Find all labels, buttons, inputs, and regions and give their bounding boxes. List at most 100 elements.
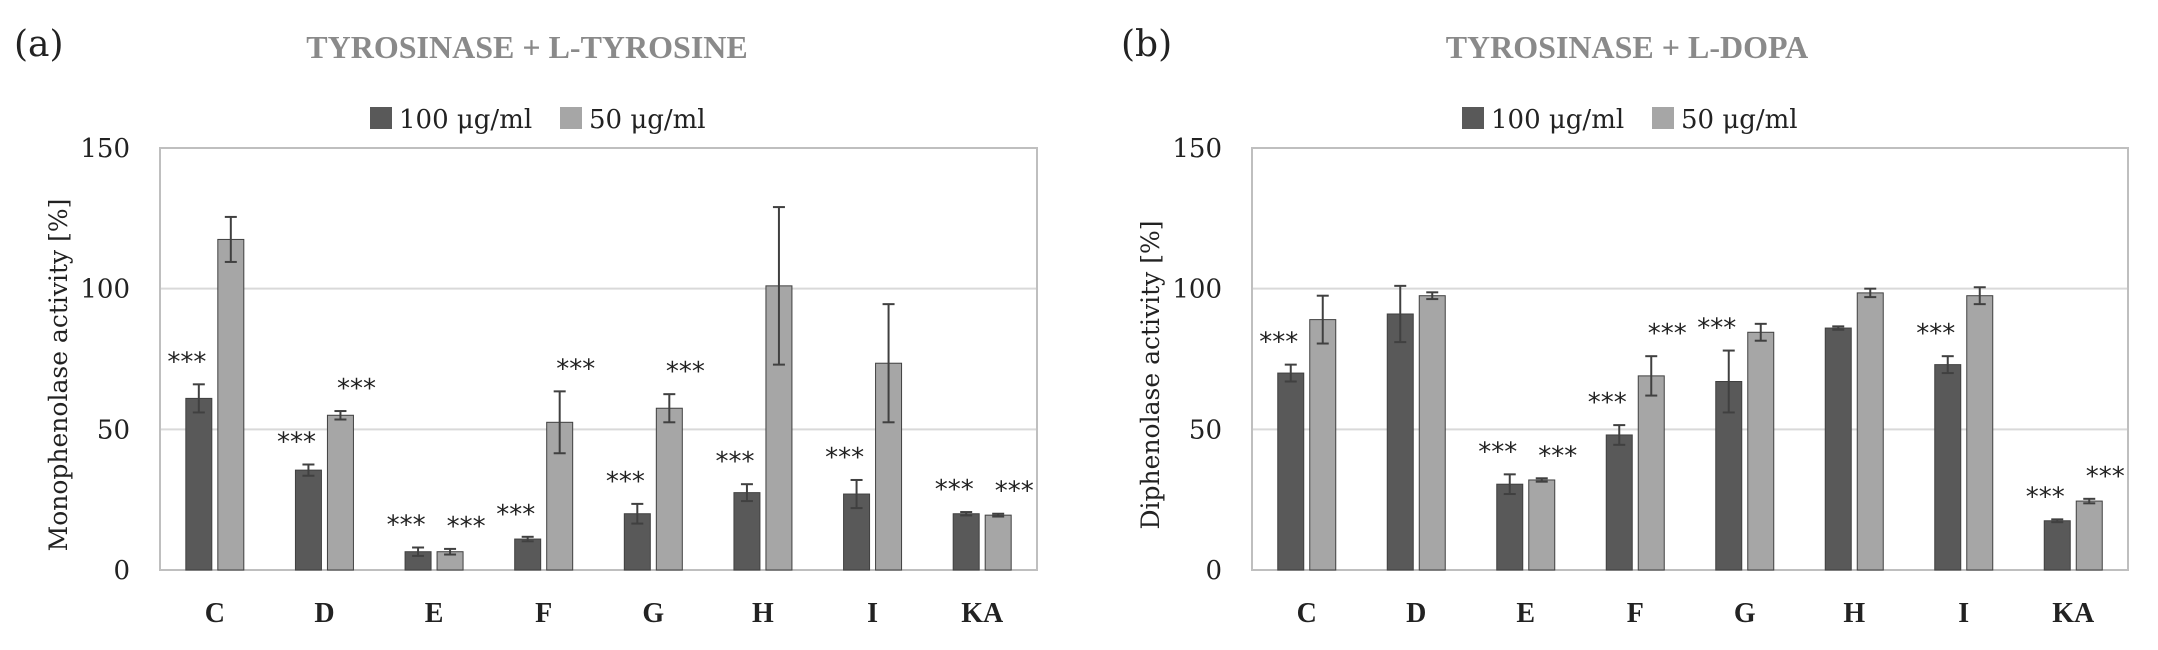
x-tick-label: G <box>642 598 664 629</box>
significance-marker: *** <box>1697 314 1736 344</box>
significance-marker: *** <box>1916 319 1955 349</box>
panel-letter: (b) <box>1121 24 1172 65</box>
legend-label-series2: 50 μg/ml <box>589 105 706 135</box>
legend: 100 μg/ml 50 μg/ml <box>370 105 706 135</box>
significance-marker: *** <box>1588 388 1627 418</box>
bar-series1 <box>623 513 651 571</box>
bar-series1 <box>2043 520 2071 571</box>
bar-series1 <box>952 513 980 571</box>
chart-title: TYROSINASE + L-DOPA <box>1446 29 1809 65</box>
significance-marker: *** <box>496 500 535 530</box>
legend: 100 μg/ml 50 μg/ml <box>1462 105 1798 135</box>
x-tick-label: KA <box>961 598 1004 629</box>
grid <box>159 147 1038 571</box>
bar-series1 <box>1824 327 1852 571</box>
bar-series2 <box>1747 331 1775 571</box>
bar-series2 <box>984 514 1012 571</box>
legend-swatch-series1 <box>370 107 392 129</box>
x-tick-label: KA <box>2052 598 2095 629</box>
plot-frame <box>1251 147 2129 571</box>
bar-series1 <box>1496 483 1524 571</box>
bars: *** *** *** *** *** *** *** *** *** *** *** *** *** <box>167 206 1034 571</box>
bar-series2 <box>1637 375 1665 571</box>
x-tick-label: H <box>1843 598 1865 629</box>
bar-series2 <box>655 407 683 571</box>
significance-marker: *** <box>2086 462 2125 492</box>
panel-letter: (a) <box>14 24 64 65</box>
significance-marker: *** <box>2026 482 2065 512</box>
x-tick-label: F <box>1627 598 1644 629</box>
legend-label-series1: 100 μg/ml <box>399 105 532 135</box>
y-tick-label: 150 <box>80 134 130 164</box>
x-tick-label: I <box>1958 598 1969 629</box>
bar-series1 <box>514 538 542 571</box>
significance-marker: *** <box>825 443 864 473</box>
x-tick-label: E <box>425 598 444 629</box>
x-tick-label: D <box>314 598 334 629</box>
significance-marker: *** <box>935 475 974 505</box>
x-tick-label: D <box>1406 598 1426 629</box>
significance-marker: *** <box>1648 319 1687 349</box>
x-tick-label: C <box>1297 598 1317 629</box>
legend-label-series1: 100 μg/ml <box>1491 105 1624 135</box>
bar-series1 <box>185 397 213 571</box>
significance-marker: *** <box>167 347 206 377</box>
bar-series2 <box>1966 295 1994 571</box>
y-tick-label: 50 <box>97 415 130 445</box>
y-tick-label: 100 <box>80 275 130 305</box>
y-ticks: 0 50 100 150 <box>80 134 130 586</box>
significance-marker: *** <box>1538 441 1577 471</box>
significance-marker: *** <box>606 467 645 497</box>
significance-marker: *** <box>715 447 754 477</box>
significance-marker: *** <box>556 354 595 384</box>
bar-series2 <box>2075 500 2103 571</box>
bar-series2 <box>217 238 245 571</box>
bar-series2 <box>1418 295 1446 571</box>
grid <box>1251 147 2129 571</box>
y-axis-label: Monophenolase activity [%] <box>44 199 73 552</box>
bars: *** *** *** *** *** *** *** *** *** <box>1259 284 2125 571</box>
x-tick-label: G <box>1734 598 1756 629</box>
x-ticks: C D E F G H I KA <box>205 598 1004 629</box>
significance-marker: *** <box>666 357 705 387</box>
legend-swatch-series2 <box>1652 107 1674 129</box>
bar-series2 <box>1856 292 1884 571</box>
bar-series1 <box>1934 364 1962 571</box>
bar-series2 <box>1528 479 1556 571</box>
x-tick-label: F <box>535 598 552 629</box>
x-tick-label: I <box>867 598 878 629</box>
legend-label-series2: 50 μg/ml <box>1681 105 1798 135</box>
y-axis-label: Diphenolase activity [%] <box>1136 220 1165 529</box>
y-tick-label: 0 <box>1205 556 1222 586</box>
chart-panel-b: (b) TYROSINASE + L-DOPA 100 μg/ml 50 μg/… <box>1121 24 2129 629</box>
bar-series1 <box>1386 313 1414 571</box>
y-ticks: 0 50 100 150 <box>1172 134 1222 586</box>
significance-marker: *** <box>995 477 1034 507</box>
y-tick-label: 100 <box>1172 275 1222 305</box>
x-ticks: C D E F G H I KA <box>1297 598 2095 629</box>
bar-series1 <box>1605 434 1633 571</box>
legend-swatch-series1 <box>1462 107 1484 129</box>
significance-marker: *** <box>447 512 486 542</box>
bar-series1 <box>1277 372 1305 571</box>
significance-marker: *** <box>1478 437 1517 467</box>
plot-frame <box>159 147 1038 571</box>
x-tick-label: C <box>205 598 225 629</box>
bar-series1 <box>294 469 322 571</box>
chart-panel-a: (a) TYROSINASE + L-TYROSINE 100 μg/ml 50… <box>14 24 1038 629</box>
legend-swatch-series2 <box>560 107 582 129</box>
bar-series1 <box>733 492 761 571</box>
significance-marker: *** <box>387 510 426 540</box>
y-tick-label: 50 <box>1189 415 1222 445</box>
bar-series2 <box>326 414 354 571</box>
significance-marker: *** <box>337 374 376 404</box>
y-tick-label: 150 <box>1172 134 1222 164</box>
y-tick-label: 0 <box>113 556 130 586</box>
x-tick-label: H <box>752 598 774 629</box>
bar-series2 <box>1309 319 1337 571</box>
x-tick-label: E <box>1516 598 1535 629</box>
chart-title: TYROSINASE + L-TYROSINE <box>306 29 747 65</box>
significance-marker: *** <box>277 428 316 458</box>
significance-marker: *** <box>1259 328 1298 358</box>
